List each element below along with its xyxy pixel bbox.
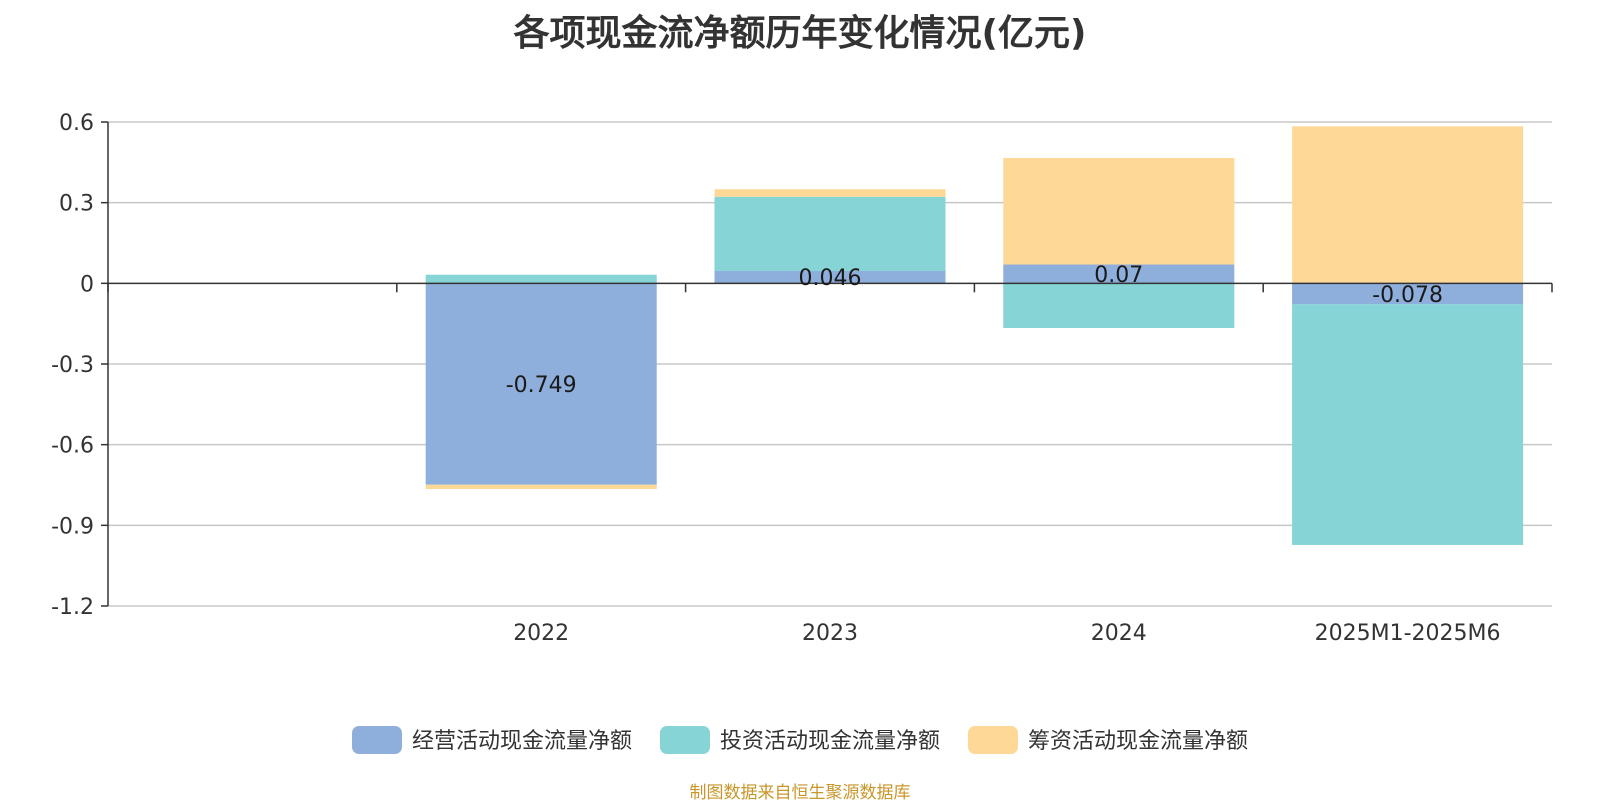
bar-2-2025M1-2025M6[interactable] <box>1292 304 1524 545</box>
bar-2-2024[interactable] <box>1003 283 1235 328</box>
bar-1-2023[interactable] <box>714 270 946 284</box>
y-tick-label: 0.6 <box>59 111 94 136</box>
y-tick-label: 0 <box>80 272 94 297</box>
y-tick-label: -0.3 <box>51 353 94 378</box>
y-tick-label: -1.2 <box>51 595 94 620</box>
y-tick-label: -0.6 <box>51 434 94 459</box>
legend-swatch <box>968 726 1018 754</box>
data-label: 0.07 <box>1094 263 1143 288</box>
legend-label: 投资活动现金流量净额 <box>720 729 940 754</box>
source-note: 制图数据来自恒生聚源数据库 <box>689 783 911 803</box>
legend[interactable]: 经营活动现金流量净额 投资活动现金流量净额 筹资活动现金流量净额 <box>352 726 1248 754</box>
legend-label: 经营活动现金流量净额 <box>412 729 632 754</box>
axes: 0.6 0.3 0 -0.3 -0.6 -0.9 -1.2 2022 2023 2024 2025M… <box>51 111 1553 646</box>
x-tick-label: 2025M1-2025M6 <box>1315 621 1501 646</box>
y-tick-label: 0.3 <box>59 192 94 217</box>
legend-swatch <box>660 726 710 754</box>
legend-item-1[interactable]: 经营活动现金流量净额 <box>352 726 632 754</box>
bars <box>425 126 1524 545</box>
bar-1-2022[interactable] <box>425 283 657 485</box>
legend-item-3[interactable]: 筹资活动现金流量净额 <box>968 726 1248 754</box>
data-label: -0.749 <box>506 373 577 398</box>
bar-3-2023[interactable] <box>714 189 946 197</box>
data-label: -0.078 <box>1372 283 1443 308</box>
x-tick-label: 2023 <box>802 621 858 646</box>
bar-3-2024[interactable] <box>1003 158 1235 265</box>
legend-swatch <box>352 726 402 754</box>
legend-label: 筹资活动现金流量净额 <box>1028 729 1248 754</box>
data-label: 0.046 <box>799 266 862 291</box>
legend-item-2[interactable]: 投资活动现金流量净额 <box>660 726 940 754</box>
bar-1-2025M1-2025M6[interactable] <box>1292 283 1524 305</box>
x-tick-label: 2024 <box>1091 621 1147 646</box>
x-tick-label: 2022 <box>513 621 569 646</box>
bar-2-2022[interactable] <box>425 274 657 284</box>
bar-2-2023[interactable] <box>714 196 946 271</box>
chart-title: 各项现金流净额历年变化情况(亿元) <box>513 13 1087 54</box>
bar-3-2022[interactable] <box>425 484 657 490</box>
y-tick-label: -0.9 <box>51 514 94 539</box>
bar-3-2025M1-2025M6[interactable] <box>1292 126 1524 284</box>
data-labels: -0.749 0.046 0.07 -0.078 <box>506 263 1443 398</box>
bar-1-2024[interactable] <box>1003 264 1235 284</box>
